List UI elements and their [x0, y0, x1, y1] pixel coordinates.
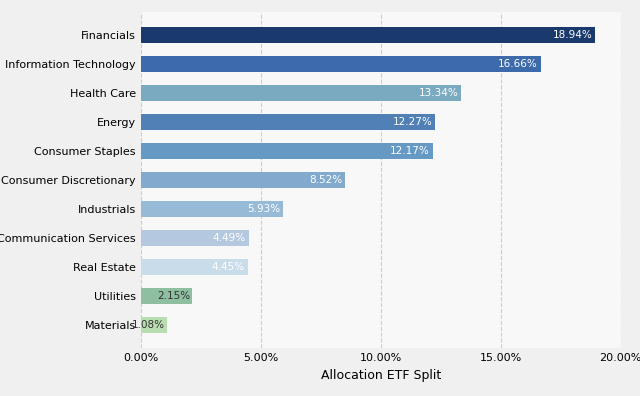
- Text: 4.49%: 4.49%: [212, 233, 246, 243]
- X-axis label: Allocation ETF Split: Allocation ETF Split: [321, 369, 441, 382]
- Bar: [141, 143, 433, 159]
- Text: 2.15%: 2.15%: [157, 291, 191, 301]
- Text: 12.27%: 12.27%: [393, 117, 433, 127]
- Bar: [141, 27, 595, 43]
- Bar: [141, 114, 435, 130]
- Bar: [141, 317, 167, 333]
- Text: 5.93%: 5.93%: [247, 204, 280, 214]
- Text: 4.45%: 4.45%: [212, 262, 244, 272]
- Text: 12.17%: 12.17%: [390, 146, 430, 156]
- Bar: [141, 85, 461, 101]
- Bar: [141, 230, 248, 246]
- Text: 16.66%: 16.66%: [498, 59, 538, 69]
- Text: 18.94%: 18.94%: [553, 30, 593, 40]
- Text: 8.52%: 8.52%: [309, 175, 342, 185]
- Bar: [141, 259, 248, 275]
- Text: 13.34%: 13.34%: [419, 88, 458, 98]
- Bar: [141, 56, 541, 72]
- Bar: [141, 288, 193, 304]
- Bar: [141, 201, 283, 217]
- Text: 1.08%: 1.08%: [132, 320, 165, 330]
- Bar: [141, 172, 346, 188]
